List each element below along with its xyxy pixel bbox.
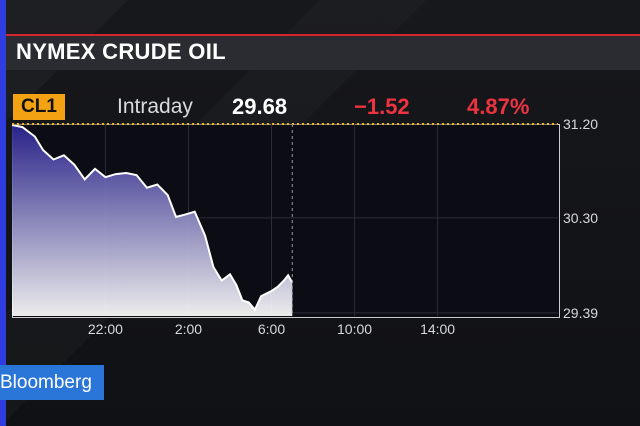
x-tick-label: 2:00 bbox=[175, 321, 202, 337]
y-tick-label: 31.20 bbox=[563, 116, 598, 132]
ticker-symbol-badge: CL1 bbox=[13, 94, 65, 120]
bloomberg-logo: Bloomberg bbox=[0, 365, 104, 400]
ticker-period: Intraday bbox=[117, 95, 193, 118]
title-bar: NYMEX CRUDE OIL bbox=[6, 34, 640, 70]
price-area bbox=[12, 125, 293, 316]
y-tick-label: 30.30 bbox=[563, 210, 598, 226]
chart-title: NYMEX CRUDE OIL bbox=[16, 39, 226, 64]
left-accent-bar bbox=[0, 0, 6, 426]
ticker-change-percent: 4.87% bbox=[467, 94, 530, 119]
ticker-change: −1.52 bbox=[354, 94, 410, 119]
x-tick-label: 10:00 bbox=[337, 321, 372, 337]
x-tick-label: 22:00 bbox=[88, 321, 123, 337]
price-line bbox=[11, 124, 294, 312]
y-tick-label: 29.39 bbox=[563, 305, 598, 321]
x-tick-label: 14:00 bbox=[420, 321, 455, 337]
x-tick-label: 6:00 bbox=[258, 321, 285, 337]
ticker-row: CL1 Intraday 29.68 −1.52 4.87% bbox=[0, 90, 640, 124]
ticker-price: 29.68 bbox=[232, 94, 288, 119]
